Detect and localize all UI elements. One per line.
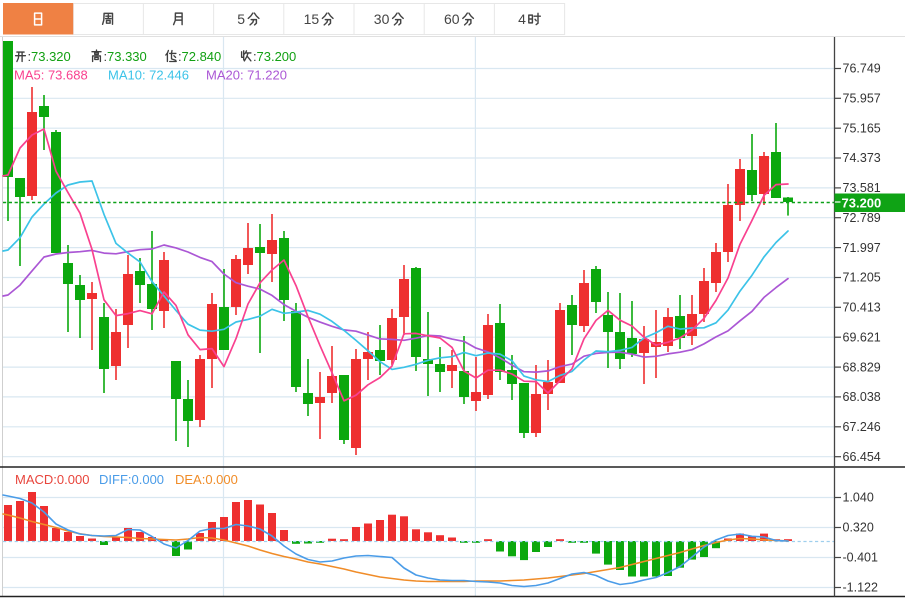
svg-text:73.200: 73.200 — [842, 196, 882, 211]
svg-text:75.957: 75.957 — [843, 92, 881, 106]
svg-text:1.040: 1.040 — [843, 491, 874, 505]
svg-text:73.330: 73.330 — [107, 49, 147, 64]
svg-text:72.789: 72.789 — [843, 211, 881, 225]
svg-text:71.997: 71.997 — [843, 241, 881, 255]
svg-text:DEA:0.000: DEA:0.000 — [175, 472, 238, 487]
svg-text:66.454: 66.454 — [843, 450, 881, 464]
svg-text::: : — [104, 49, 108, 64]
svg-text:30: 30 — [374, 11, 390, 27]
svg-text:-1.122: -1.122 — [843, 581, 878, 595]
svg-text:5: 5 — [237, 11, 245, 27]
svg-text:73.320: 73.320 — [31, 49, 71, 64]
svg-text:75.165: 75.165 — [843, 121, 881, 135]
svg-text:69.621: 69.621 — [843, 330, 881, 344]
svg-text:68.038: 68.038 — [843, 390, 881, 404]
svg-text:MA5: 73.688: MA5: 73.688 — [14, 68, 88, 83]
svg-text::: : — [178, 49, 182, 64]
svg-text:68.829: 68.829 — [843, 360, 881, 374]
svg-text:76.749: 76.749 — [843, 62, 881, 76]
svg-text:67.246: 67.246 — [843, 420, 881, 434]
svg-text:-0.401: -0.401 — [843, 551, 878, 565]
svg-text:71.205: 71.205 — [843, 271, 881, 285]
svg-text:73.581: 73.581 — [843, 181, 881, 195]
svg-text:73.200: 73.200 — [257, 49, 297, 64]
svg-text:15: 15 — [304, 11, 320, 27]
svg-text:MA10: 72.446: MA10: 72.446 — [108, 68, 189, 83]
svg-text:72.840: 72.840 — [182, 49, 222, 64]
svg-text:70.413: 70.413 — [843, 301, 881, 315]
svg-text:MACD:0.000: MACD:0.000 — [15, 472, 89, 487]
svg-text:DIFF:0.000: DIFF:0.000 — [99, 472, 164, 487]
svg-text::: : — [28, 49, 32, 64]
svg-text::: : — [253, 49, 257, 64]
svg-text:MA20: 71.220: MA20: 71.220 — [206, 68, 287, 83]
svg-text:60: 60 — [444, 11, 460, 27]
svg-text:0.320: 0.320 — [843, 521, 874, 535]
svg-text:74.373: 74.373 — [843, 151, 881, 165]
svg-text:4: 4 — [518, 11, 526, 27]
